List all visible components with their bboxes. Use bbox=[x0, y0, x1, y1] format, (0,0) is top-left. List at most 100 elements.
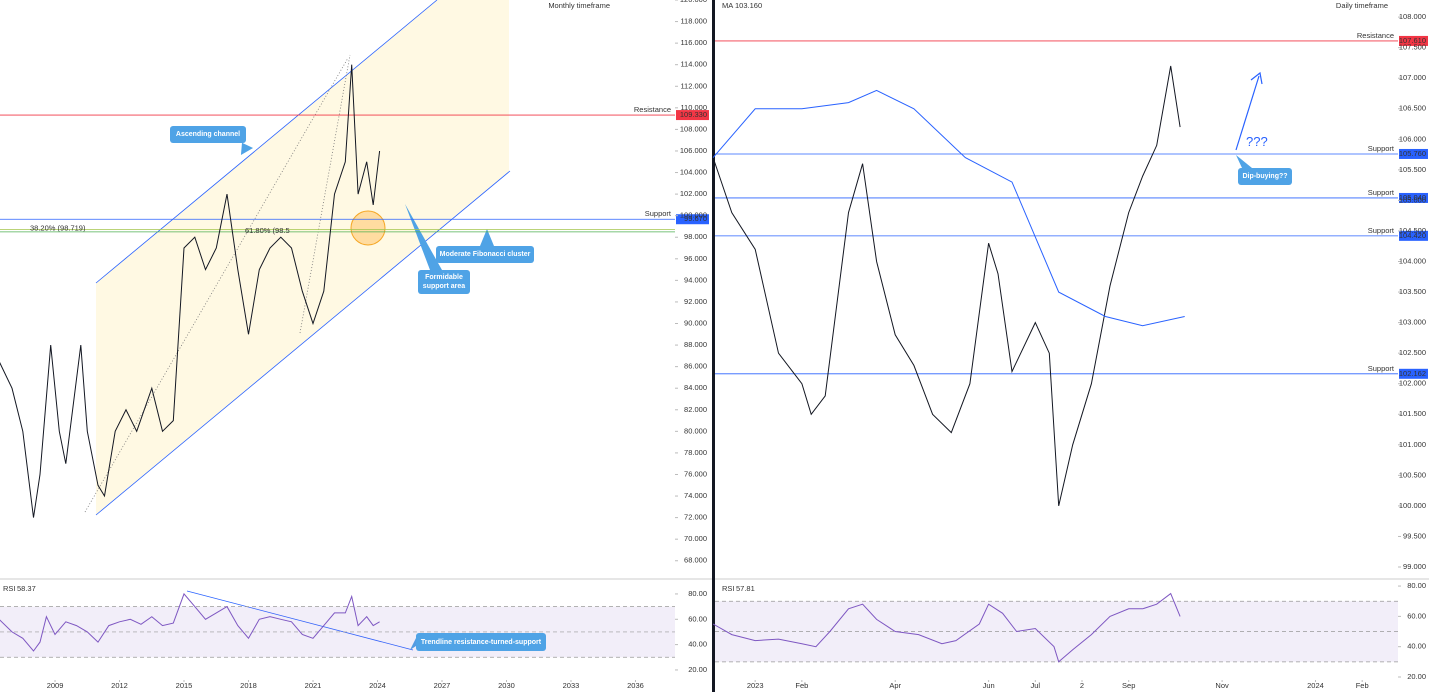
y-tick-label: 108.000 bbox=[1399, 12, 1426, 21]
x-tick-label: Feb bbox=[795, 681, 808, 690]
x-tick-label: 2021 bbox=[305, 681, 322, 690]
timeframe-title: Daily timeframe bbox=[1336, 1, 1388, 10]
x-tick-label: 2033 bbox=[563, 681, 580, 690]
x-tick-label: Apr bbox=[889, 681, 901, 690]
x-tick-label: Jun bbox=[983, 681, 995, 690]
indicator-name: RSI bbox=[722, 584, 735, 593]
level-name: Support bbox=[1368, 188, 1395, 197]
channel-upper bbox=[95, 0, 438, 284]
y-tick-label: 104.000 bbox=[1399, 256, 1426, 265]
price-box bbox=[1399, 35, 1428, 46]
indicator-name: RSI bbox=[3, 584, 16, 593]
legend-value: 103.160 bbox=[735, 1, 762, 10]
callout: Formidable support area bbox=[418, 270, 470, 294]
y-tick-label: 78.000 bbox=[684, 448, 707, 457]
y-tick-label: 120.000 bbox=[680, 0, 707, 4]
fib-trace bbox=[299, 54, 351, 334]
y-tick-label: 102.000 bbox=[680, 189, 707, 198]
level-name: Support bbox=[645, 209, 672, 218]
x-tick-label: 2030 bbox=[498, 681, 515, 690]
y-tick-label: 94.000 bbox=[684, 275, 707, 284]
series-line bbox=[0, 592, 380, 652]
y-tick-label: 80.000 bbox=[684, 426, 707, 435]
callout: Trendline resistance-turned-support bbox=[416, 633, 546, 651]
y-tick-label: 106.000 bbox=[680, 146, 707, 155]
y-tick-label: 60.00 bbox=[688, 614, 707, 623]
y-tick-label: 86.000 bbox=[684, 362, 707, 371]
level-name: Support bbox=[1368, 364, 1395, 373]
y-tick-label: 82.000 bbox=[684, 405, 707, 414]
y-tick-label: 70.000 bbox=[684, 534, 707, 543]
y-tick-label: 118.000 bbox=[680, 17, 707, 26]
channel-lower bbox=[95, 170, 511, 516]
indicator-value: 58.37 bbox=[17, 584, 36, 593]
y-tick-label: 101.000 bbox=[1399, 440, 1426, 449]
x-tick-label: Jul bbox=[1031, 681, 1041, 690]
y-tick-label: 104.000 bbox=[680, 168, 707, 177]
callout: Ascending channel bbox=[170, 126, 246, 143]
y-tick-label: 80.00 bbox=[1407, 581, 1426, 590]
fib-label: 61.80% (98.5 bbox=[245, 226, 290, 235]
y-tick-label: 110.000 bbox=[680, 103, 707, 112]
x-tick-label: Nov bbox=[1215, 681, 1229, 690]
y-tick-label: 112.000 bbox=[680, 81, 707, 90]
x-tick-label: Feb bbox=[1356, 681, 1369, 690]
level-name: Support bbox=[1368, 144, 1395, 153]
y-tick-label: 105.500 bbox=[1399, 165, 1426, 174]
y-tick-label: 72.000 bbox=[684, 513, 707, 522]
y-tick-label: 103.000 bbox=[1399, 318, 1426, 327]
rsi-trendline bbox=[186, 590, 414, 651]
y-tick-label: 102.500 bbox=[1399, 348, 1426, 357]
arrow-head bbox=[1250, 71, 1263, 85]
callout: Dip-buying?? bbox=[1238, 168, 1292, 185]
y-tick-label: 20.00 bbox=[1407, 672, 1426, 681]
callout-pointer bbox=[1236, 155, 1252, 168]
channel-shade bbox=[96, 0, 509, 515]
fib-trace bbox=[84, 57, 349, 513]
indicator-value: 57.81 bbox=[736, 584, 755, 593]
y-tick-label: 100.000 bbox=[680, 211, 707, 220]
series-line bbox=[712, 65, 1181, 507]
y-tick-label: 106.000 bbox=[1399, 134, 1426, 143]
y-tick-label: 84.000 bbox=[684, 383, 707, 392]
x-tick-label: 2027 bbox=[434, 681, 451, 690]
y-tick-label: 98.000 bbox=[684, 232, 707, 241]
y-tick-label: 108.000 bbox=[680, 124, 707, 133]
x-tick-label: 2023 bbox=[747, 681, 764, 690]
y-tick-label: 80.00 bbox=[688, 589, 707, 598]
level-name: Resistance bbox=[634, 105, 671, 114]
price-box-label: 109.330 bbox=[680, 110, 707, 119]
callout-pointer bbox=[410, 638, 416, 650]
y-tick-label: 107.000 bbox=[1399, 73, 1426, 82]
level-name: Support bbox=[1368, 226, 1395, 235]
y-tick-label: 20.00 bbox=[688, 665, 707, 674]
y-tick-label: 88.000 bbox=[684, 340, 707, 349]
x-tick-label: 2015 bbox=[176, 681, 193, 690]
y-tick-label: 116.000 bbox=[680, 38, 707, 47]
fib-label: 38.20% (98.719) bbox=[30, 223, 86, 232]
y-tick-label: 40.00 bbox=[1407, 642, 1426, 651]
x-tick-label: 2 bbox=[1080, 681, 1084, 690]
price-box bbox=[1399, 368, 1428, 379]
y-tick-label: 40.00 bbox=[688, 640, 707, 649]
price-box bbox=[1399, 230, 1428, 241]
y-tick-label: 68.000 bbox=[684, 556, 707, 565]
x-tick-label: 2018 bbox=[240, 681, 257, 690]
series-line bbox=[0, 64, 381, 518]
x-tick-label: 2024 bbox=[1307, 681, 1324, 690]
y-tick-label: 104.500 bbox=[1399, 226, 1426, 235]
timeframe-title: Monthly timeframe bbox=[548, 1, 610, 10]
y-tick-label: 103.500 bbox=[1399, 287, 1426, 296]
y-tick-label: 101.500 bbox=[1399, 409, 1426, 418]
callout: Moderate Fibonacci cluster bbox=[436, 246, 534, 263]
x-tick-label: 2024 bbox=[369, 681, 386, 690]
x-tick-label: 2036 bbox=[627, 681, 644, 690]
y-tick-label: 92.000 bbox=[684, 297, 707, 306]
price-box bbox=[1399, 192, 1428, 203]
y-tick-label: 114.000 bbox=[680, 60, 707, 69]
y-tick-label: 76.000 bbox=[684, 469, 707, 478]
y-tick-label: 106.500 bbox=[1399, 104, 1426, 113]
level-name: Resistance bbox=[1357, 31, 1394, 40]
